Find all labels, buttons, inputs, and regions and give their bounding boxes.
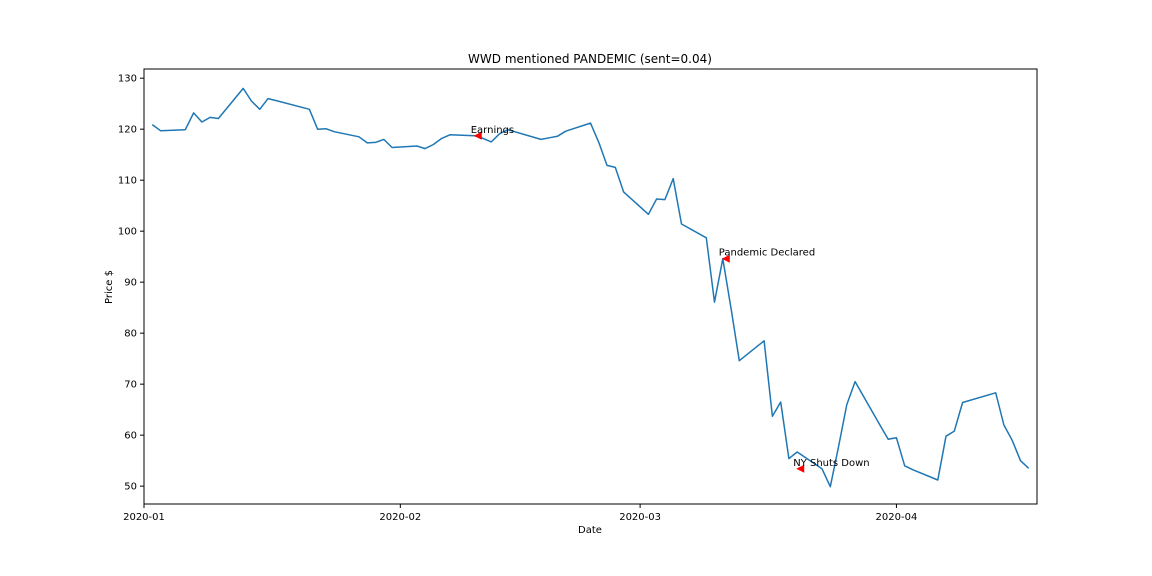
y-tick-label: 130 bbox=[118, 74, 137, 85]
y-tick-label: 60 bbox=[124, 431, 137, 442]
y-tick-label: 90 bbox=[124, 278, 137, 289]
plot-area: Earnings Pandemic Declared NY Shuts Down bbox=[143, 68, 1038, 505]
annotation-label: Earnings bbox=[471, 125, 514, 136]
x-tick-label: 2020-03 bbox=[619, 512, 661, 523]
y-tick-label: 100 bbox=[118, 227, 137, 238]
x-tick-label: 2020-01 bbox=[123, 512, 165, 523]
series-layer bbox=[151, 87, 1030, 488]
chart-title: WWD mentioned PANDEMIC (sent=0.04) bbox=[468, 52, 712, 66]
x-tick-label: 2020-02 bbox=[379, 512, 421, 523]
y-tick-label: 110 bbox=[118, 176, 137, 187]
x-axis: 2020-01 2020-02 2020-03 2020-04 bbox=[123, 504, 917, 523]
x-tick-label: 2020-04 bbox=[876, 512, 918, 523]
y-tick-label: 80 bbox=[124, 329, 137, 340]
y-tick-label: 50 bbox=[124, 482, 137, 493]
annotation-label: Pandemic Declared bbox=[719, 248, 815, 259]
plot-frame bbox=[143, 68, 1038, 505]
annotation-arrow bbox=[796, 464, 805, 473]
y-axis-label: Price $ bbox=[104, 270, 115, 304]
annotation-layer: Earnings Pandemic Declared NY Shuts Down bbox=[471, 125, 870, 473]
y-tick-label: 70 bbox=[124, 380, 137, 391]
annotation-arrow bbox=[721, 254, 730, 263]
annotation-arrow bbox=[473, 131, 482, 140]
y-tick-label: 120 bbox=[118, 125, 137, 136]
y-axis: 50 60 70 80 90 100 110 120 130 bbox=[118, 74, 144, 493]
annotation-label: NY Shuts Down bbox=[793, 458, 869, 469]
x-axis-label: Date bbox=[578, 525, 602, 536]
series-line bbox=[151, 87, 1030, 488]
